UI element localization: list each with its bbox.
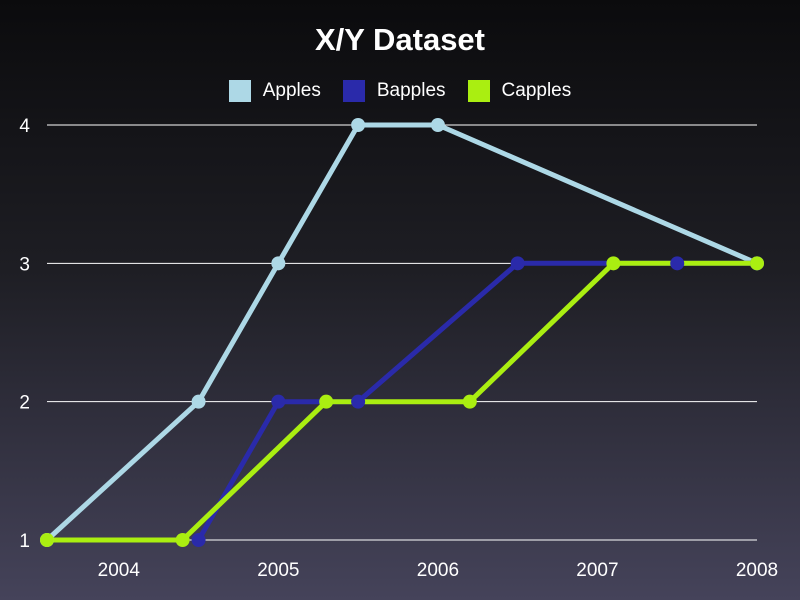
series-lines — [44, 122, 760, 543]
legend-swatch-capples — [467, 80, 490, 102]
data-point-apples-4[interactable] — [430, 118, 445, 132]
series-line-capples — [44, 260, 760, 543]
data-point-bapples-2[interactable] — [351, 394, 366, 409]
legend-swatch-apples — [228, 80, 251, 102]
legend-item-bapples[interactable]: Bapples — [342, 80, 446, 102]
data-point-apples-3[interactable] — [351, 118, 366, 132]
data-point-capples-0[interactable] — [40, 533, 54, 547]
data-point-capples-1[interactable] — [175, 533, 190, 547]
legend-item-capples[interactable]: Capples — [467, 80, 572, 102]
y-tick-label: 4 — [19, 116, 30, 137]
grid-lines — [47, 124, 757, 541]
chart-legend: Apples Bapples Capples — [0, 80, 800, 102]
axis-tick-labels: 1 2 3 4 2004 2005 2006 2007 2008 — [19, 116, 778, 581]
data-point-capples-4[interactable] — [606, 256, 621, 271]
data-point-apples-2[interactable] — [271, 256, 286, 271]
x-tick-label: 2006 — [417, 560, 459, 581]
x-tick-label: 2005 — [257, 560, 299, 581]
y-tick-label: 2 — [19, 393, 30, 414]
y-tick-label: 3 — [19, 254, 30, 275]
x-tick-label: 2007 — [576, 560, 618, 581]
legend-item-apples[interactable]: Apples — [228, 80, 321, 102]
data-point-bapples-3[interactable] — [510, 256, 525, 271]
series-line-apples — [44, 122, 760, 543]
series-markers — [40, 118, 764, 547]
data-point-bapples-4[interactable] — [670, 256, 685, 271]
chart-title: X/Y Dataset — [314, 22, 485, 57]
legend-label-capples: Capples — [501, 80, 572, 101]
data-point-capples-3[interactable] — [462, 394, 477, 409]
x-tick-label: 2008 — [736, 560, 778, 581]
data-point-capples-5[interactable] — [750, 256, 764, 271]
y-tick-label: 1 — [19, 531, 30, 552]
data-point-capples-2[interactable] — [319, 394, 334, 409]
data-point-apples-1[interactable] — [191, 394, 206, 409]
legend-swatch-bapples — [342, 80, 365, 102]
legend-label-apples: Apples — [262, 80, 321, 101]
x-tick-label: 2004 — [98, 560, 141, 581]
data-point-bapples-0[interactable] — [191, 533, 206, 547]
data-point-bapples-1[interactable] — [271, 394, 286, 409]
legend-label-bapples: Bapples — [376, 80, 446, 101]
